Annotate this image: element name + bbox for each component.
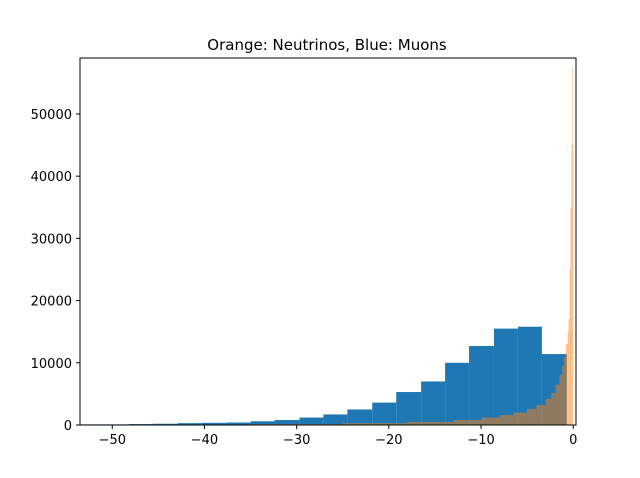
- x-tick-label: −20: [375, 433, 402, 448]
- bar: [568, 319, 570, 425]
- plot-area: [80, 67, 574, 425]
- bar: [493, 328, 518, 425]
- bar: [545, 398, 552, 425]
- x-tick-label: −30: [283, 433, 310, 448]
- bar: [299, 417, 324, 425]
- series-0: [80, 326, 567, 425]
- bar: [559, 375, 563, 425]
- plot-frame: [79, 57, 577, 426]
- bar: [396, 392, 422, 425]
- series-1: [80, 67, 574, 425]
- bar: [564, 356, 566, 425]
- x-tick-label: −50: [99, 433, 126, 448]
- bar: [201, 422, 227, 425]
- bar: [421, 381, 446, 425]
- bar: [570, 207, 572, 425]
- y-tick-label: 10000: [31, 357, 72, 372]
- bar: [323, 414, 348, 425]
- bar: [274, 420, 300, 425]
- bar: [567, 331, 569, 425]
- axes: −50 −40 −30 −20 −10 0 0 10000 20000 30000 40000 500…: [31, 57, 577, 448]
- bar: [226, 422, 251, 425]
- bar: [177, 423, 202, 425]
- bar: [565, 344, 568, 425]
- y-tick-label: 0: [64, 419, 72, 434]
- bar: [569, 269, 571, 425]
- bar: [562, 365, 565, 425]
- x-tick-label: 0: [569, 433, 577, 448]
- bar: [453, 420, 482, 425]
- bar: [342, 423, 408, 425]
- y-tick-label: 40000: [31, 170, 72, 185]
- bar: [445, 362, 470, 425]
- bar: [407, 421, 454, 425]
- x-tick-label: −10: [467, 433, 494, 448]
- bar: [372, 402, 397, 425]
- bar: [571, 145, 573, 425]
- bar: [551, 392, 556, 425]
- bar: [152, 423, 178, 425]
- y-tick-label: 50000: [31, 108, 72, 123]
- bar: [572, 67, 574, 425]
- bar: [250, 421, 275, 425]
- bar: [527, 408, 537, 425]
- y-tick-label: 20000: [31, 295, 72, 310]
- bar: [347, 409, 373, 425]
- bar: [481, 417, 500, 425]
- chart-title: Orange: Neutrinos, Blue: Muons: [207, 36, 447, 54]
- bar: [517, 326, 542, 425]
- bar: [555, 384, 560, 425]
- bar: [513, 412, 528, 425]
- bar: [469, 346, 494, 425]
- y-tick-label: 30000: [31, 232, 72, 247]
- bar: [536, 405, 546, 425]
- x-tick-label: −40: [191, 433, 218, 448]
- bar: [499, 415, 514, 425]
